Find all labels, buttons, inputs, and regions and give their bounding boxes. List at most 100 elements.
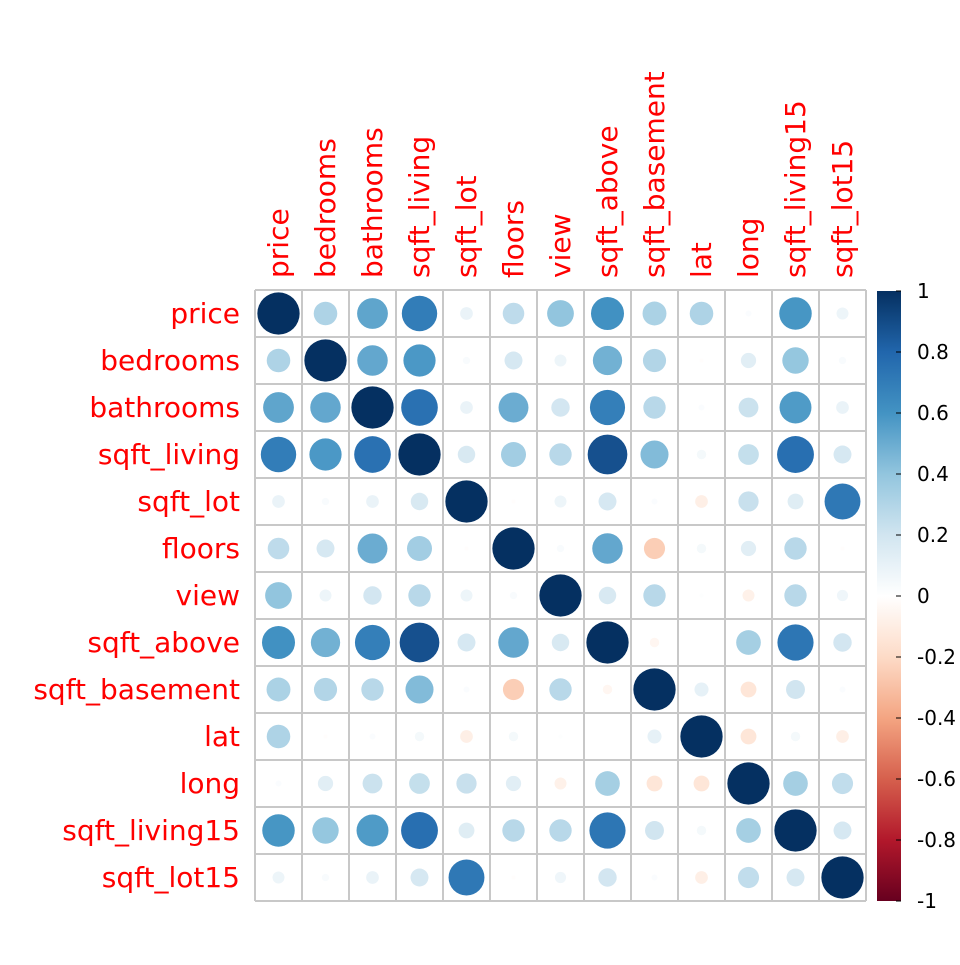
corr-circle-bathrooms-bathrooms bbox=[351, 386, 394, 429]
corr-circle-sqft_basement-sqft_basement bbox=[633, 668, 676, 711]
row-label-long: long bbox=[180, 767, 240, 800]
corr-circle-long-view bbox=[554, 777, 567, 790]
corr-circle-sqft_living15-sqft_lot15 bbox=[833, 821, 852, 840]
corr-circle-sqft_lot-bedrooms bbox=[321, 497, 330, 506]
corr-circle-price-sqft_living bbox=[401, 295, 438, 332]
corr-circle-sqft_lot-bathrooms bbox=[366, 495, 379, 508]
corr-circle-price-view bbox=[547, 300, 574, 327]
corr-circle-bedrooms-sqft_living15 bbox=[782, 347, 809, 374]
corr-circle-sqft_living15-sqft_lot bbox=[458, 822, 475, 839]
row-label-sqft_basement: sqft_basement bbox=[33, 673, 240, 706]
column-label-lat: lat bbox=[685, 242, 718, 278]
corr-circle-sqft_above-sqft_lot15 bbox=[833, 633, 852, 652]
corr-circle-long-lat bbox=[693, 775, 710, 792]
row-label-sqft_above: sqft_above bbox=[87, 626, 240, 659]
corr-circle-sqft_lot-view bbox=[554, 495, 567, 508]
corr-circle-long-sqft_living bbox=[409, 773, 430, 794]
corr-circle-view-bedrooms bbox=[319, 589, 332, 602]
corr-circle-sqft_lot-sqft_living bbox=[410, 492, 429, 511]
corr-circle-sqft_above-floors bbox=[498, 627, 529, 658]
corr-circle-bathrooms-long bbox=[738, 397, 759, 418]
corr-circle-lat-floors bbox=[508, 731, 519, 742]
colorbar-tick-label: 0 bbox=[917, 584, 930, 608]
corr-circle-long-floors bbox=[505, 775, 522, 792]
row-label-floors: floors bbox=[162, 532, 240, 565]
corr-circle-view-bathrooms bbox=[363, 586, 382, 605]
row-label-sqft_living15: sqft_living15 bbox=[62, 814, 240, 847]
colorbar-tick-label: 0.8 bbox=[917, 340, 949, 364]
corr-circle-view-sqft_living15 bbox=[784, 584, 807, 607]
corr-circle-bedrooms-sqft_above bbox=[592, 345, 623, 376]
corr-circle-sqft_lot15-long bbox=[737, 866, 760, 889]
corr-circle-bathrooms-sqft_lot15 bbox=[836, 401, 849, 414]
corr-circle-sqft_basement-bathrooms bbox=[361, 678, 384, 701]
corr-circle-price-price bbox=[257, 292, 300, 335]
corr-circle-view-sqft_lot15 bbox=[836, 589, 849, 602]
corr-circle-long-sqft_lot bbox=[456, 773, 477, 794]
corr-circle-bedrooms-view bbox=[554, 354, 567, 367]
corr-circle-sqft_basement-sqft_lot bbox=[463, 686, 470, 693]
corr-circle-bathrooms-view bbox=[551, 398, 570, 417]
column-label-price: price bbox=[262, 208, 295, 278]
corr-circle-sqft_lot-floors bbox=[511, 499, 516, 504]
corr-circle-price-floors bbox=[502, 302, 525, 325]
corr-circle-sqft_above-view bbox=[551, 633, 570, 652]
corr-circle-sqft_living-sqft_living15 bbox=[777, 436, 814, 473]
corr-circle-bathrooms-sqft_above bbox=[589, 389, 626, 426]
corr-circle-floors-sqft_lot15 bbox=[840, 546, 845, 551]
corr-circle-long-sqft_above bbox=[595, 771, 620, 796]
corr-circle-sqft_lot-lat bbox=[695, 495, 708, 508]
corr-circle-sqft_above-sqft_lot bbox=[457, 633, 476, 652]
corr-circle-bathrooms-bedrooms bbox=[310, 392, 341, 423]
circle-marks bbox=[257, 292, 864, 899]
corr-circle-sqft_basement-floors bbox=[502, 678, 525, 701]
colorbar-tick-label: 0.2 bbox=[917, 523, 949, 547]
colorbar-tick-label: -1 bbox=[917, 889, 937, 913]
corr-circle-sqft_living-sqft_lot15 bbox=[833, 445, 852, 464]
corr-circle-view-long bbox=[742, 589, 755, 602]
column-label-view: view bbox=[544, 214, 577, 278]
corr-circle-sqft_above-sqft_basement bbox=[649, 637, 660, 648]
corr-circle-sqft_above-long bbox=[736, 630, 761, 655]
corr-circle-sqft_above-sqft_above bbox=[586, 621, 629, 664]
corr-circle-bedrooms-sqft_lot15 bbox=[838, 356, 847, 365]
corr-circle-sqft_lot-sqft_basement bbox=[651, 498, 658, 505]
corr-circle-sqft_basement-sqft_living bbox=[405, 675, 434, 704]
colorbar-tick-label: 1 bbox=[917, 279, 930, 303]
corr-circle-sqft_living-price bbox=[260, 436, 297, 473]
corr-circle-sqft_basement-long bbox=[740, 681, 757, 698]
colorbar-tick-label: -0.6 bbox=[917, 767, 956, 791]
corr-circle-bedrooms-sqft_basement bbox=[642, 348, 667, 373]
corr-circle-sqft_above-bathrooms bbox=[354, 624, 391, 661]
corr-circle-price-sqft_living15 bbox=[779, 297, 812, 330]
corr-circle-floors-sqft_living15 bbox=[784, 537, 807, 560]
corr-circle-price-sqft_lot bbox=[460, 307, 473, 320]
corr-circle-sqft_living15-sqft_above bbox=[589, 812, 626, 849]
corr-circle-sqft_lot15-sqft_basement bbox=[651, 874, 658, 881]
corr-circle-price-sqft_above bbox=[590, 296, 625, 331]
corr-circle-sqft_lot15-floors bbox=[511, 875, 516, 880]
corr-circle-lat-price bbox=[266, 724, 291, 749]
corr-circle-sqft_living15-price bbox=[262, 814, 295, 847]
corr-circle-sqft_lot-sqft_lot bbox=[445, 480, 488, 523]
column-label-sqft_lot: sqft_lot bbox=[450, 175, 483, 278]
corr-circle-sqft_living-sqft_living bbox=[398, 433, 441, 476]
corr-circle-lat-sqft_living bbox=[414, 731, 425, 742]
row-label-sqft_living: sqft_living bbox=[98, 438, 240, 471]
grid bbox=[254, 289, 867, 902]
corr-circle-sqft_lot-sqft_lot15 bbox=[824, 483, 861, 520]
row-label-price: price bbox=[170, 297, 240, 330]
corr-circle-long-sqft_lot15 bbox=[831, 772, 854, 795]
corr-circle-sqft_living-lat bbox=[696, 449, 707, 460]
colorbar-tick-label: 0.6 bbox=[917, 401, 949, 425]
corr-circle-sqft_basement-price bbox=[266, 677, 291, 702]
corr-circle-sqft_above-bedrooms bbox=[310, 627, 341, 658]
corr-circle-sqft_living15-view bbox=[549, 819, 572, 842]
corr-circle-price-bedrooms bbox=[313, 301, 338, 326]
corr-circle-floors-long bbox=[740, 540, 757, 557]
corr-circle-lat-view bbox=[558, 734, 563, 739]
corr-circle-sqft_lot15-sqft_living15 bbox=[786, 868, 805, 887]
corr-circle-sqft_lot15-lat bbox=[695, 871, 708, 884]
